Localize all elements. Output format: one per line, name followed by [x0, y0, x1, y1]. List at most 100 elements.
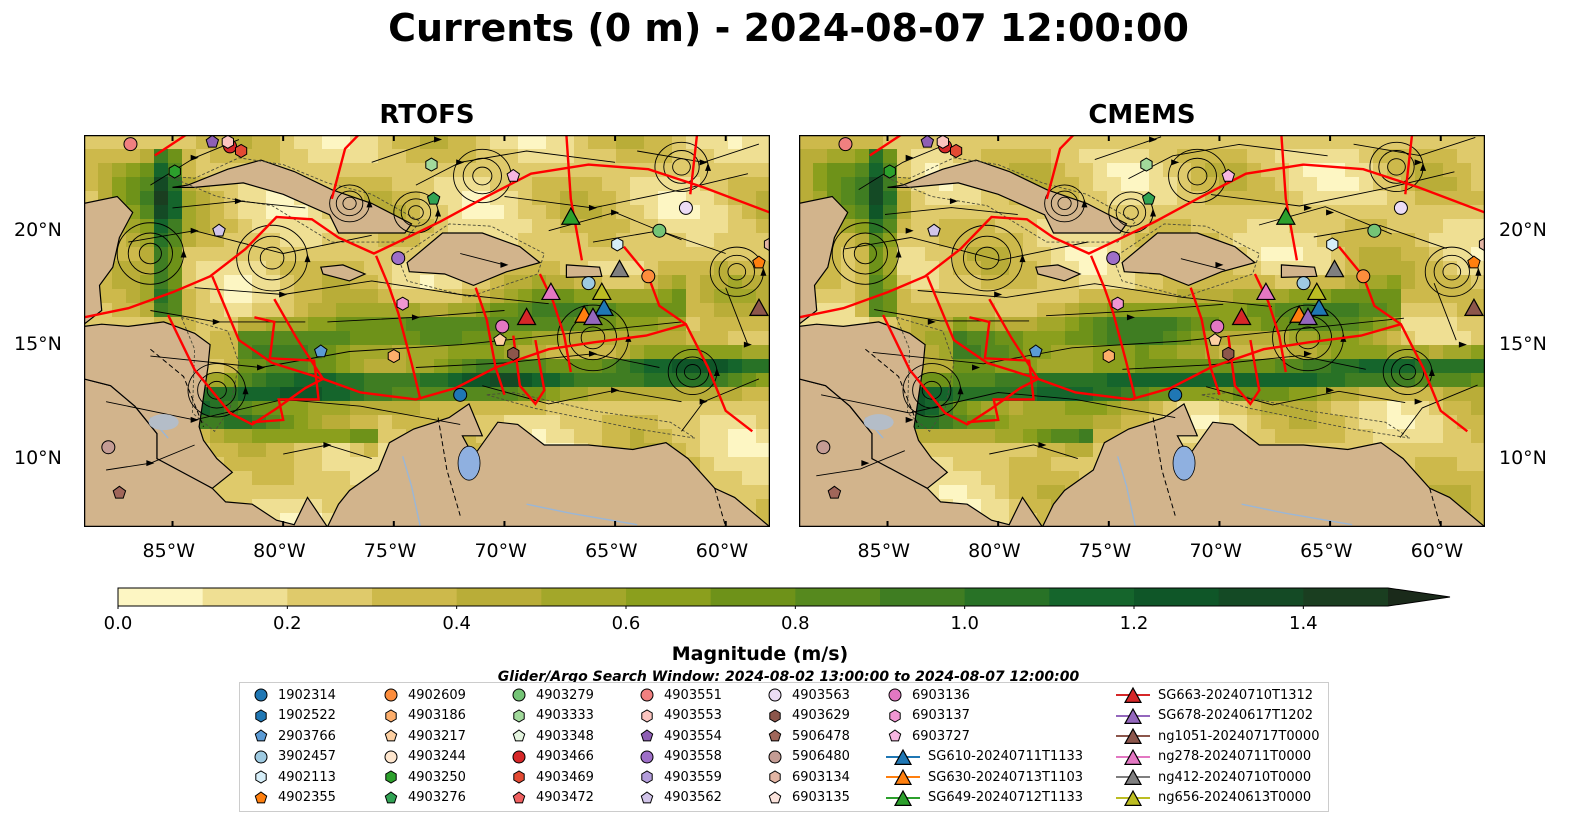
speed-cell [1429, 233, 1444, 248]
colorbar-segment [1218, 588, 1304, 606]
speed-cell [995, 149, 1010, 164]
speed-cell [714, 415, 729, 430]
speed-cell [504, 275, 519, 290]
speed-cell [1429, 415, 1444, 430]
speed-cell [672, 429, 687, 444]
float-markers [101, 135, 770, 499]
speed-cell [911, 247, 926, 262]
speed-cell [1275, 429, 1290, 444]
speed-cell [714, 345, 729, 360]
speed-cell [336, 457, 351, 472]
speed-cell [1065, 331, 1080, 346]
speed-cell [560, 317, 575, 332]
legend-entry: 4903551 [638, 686, 722, 704]
speed-cell [1079, 415, 1094, 430]
speed-cell [953, 275, 968, 290]
speed-cell [1275, 233, 1290, 248]
speed-cell [1429, 303, 1444, 318]
speed-cell [1023, 289, 1038, 304]
colorbar-segment [964, 588, 1050, 606]
speed-cell [308, 261, 323, 276]
legend-entry: 6903134 [766, 768, 850, 786]
speed-cell [981, 233, 996, 248]
circle-marker-icon [640, 750, 654, 763]
speed-cell [1121, 373, 1136, 388]
speed-cell [364, 457, 379, 472]
legend-entry: 4903469 [510, 768, 594, 786]
eez-boundary [211, 275, 687, 401]
speed-cell [560, 177, 575, 192]
speed-cell [210, 303, 225, 318]
speed-cell [1415, 345, 1430, 360]
streamline [415, 150, 616, 186]
legend-entry: 4903279 [510, 686, 594, 704]
speed-cell [925, 373, 940, 388]
speed-cell [1191, 387, 1206, 402]
speed-cell [981, 415, 996, 430]
speed-cell [728, 149, 743, 164]
legend-entry: ng412-20240710T0000 [1116, 768, 1311, 786]
speed-cell [1051, 135, 1066, 150]
speed-cell [967, 457, 982, 472]
speed-cell [700, 457, 715, 472]
speed-cell [1023, 233, 1038, 248]
eez-boundary [882, 314, 1039, 426]
eddy-streamline [921, 380, 942, 400]
speed-cell [126, 289, 141, 304]
speed-cell [308, 289, 323, 304]
speed-cell [1471, 275, 1485, 290]
speed-cell [490, 275, 505, 290]
speed-cell [462, 317, 477, 332]
speed-cell [1471, 443, 1485, 458]
streamline-arrow [1414, 398, 1423, 405]
speed-cell [1107, 191, 1122, 206]
speed-cell [967, 471, 982, 486]
glider-SG649-20240712T1133 [560, 206, 581, 225]
speed-cell [1443, 247, 1458, 262]
speed-cell [756, 275, 770, 290]
legend-entry: 1902314 [252, 686, 336, 704]
speed-cell [827, 275, 842, 290]
legend-label: ng278-20240711T0000 [1158, 749, 1312, 764]
speed-cell [322, 135, 337, 150]
eez-boundary [512, 335, 546, 406]
speed-cell [1345, 401, 1360, 416]
hexagon-marker-icon [255, 708, 267, 723]
speed-cell [1429, 163, 1444, 178]
speed-cell [420, 359, 435, 374]
speed-cell [224, 219, 239, 234]
speed-cell [967, 443, 982, 458]
speed-cell [1289, 289, 1304, 304]
speed-cell [238, 457, 253, 472]
legend-label: 1902522 [278, 708, 336, 723]
speed-cell [742, 331, 757, 346]
speed-cell [658, 275, 673, 290]
lake-maracaibo [457, 445, 481, 481]
streamline-arrow [323, 441, 332, 448]
speed-cell [490, 401, 505, 416]
eddy-streamline [472, 166, 493, 186]
speed-cell [1387, 219, 1402, 234]
eddy-streamline [197, 372, 237, 409]
rivers [863, 414, 1353, 527]
speed-cell [238, 289, 253, 304]
speed-cell [322, 359, 337, 374]
speed-cell [112, 261, 127, 276]
speed-cell [98, 289, 113, 304]
speed-cell [532, 233, 547, 248]
speed-cell [1471, 457, 1485, 472]
speed-cell [1443, 443, 1458, 458]
speed-cell [588, 373, 603, 388]
float-5906480 [101, 440, 116, 455]
land-hispaniola [1121, 232, 1257, 287]
speed-cell [1149, 331, 1164, 346]
speed-cell [939, 331, 954, 346]
speed-cell [981, 485, 996, 500]
speed-cell [588, 177, 603, 192]
speed-cell [672, 387, 687, 402]
speed-cell [742, 149, 757, 164]
speed-cell [939, 233, 954, 248]
speed-cell [742, 289, 757, 304]
speed-cell [574, 415, 589, 430]
speed-cell [406, 275, 421, 290]
